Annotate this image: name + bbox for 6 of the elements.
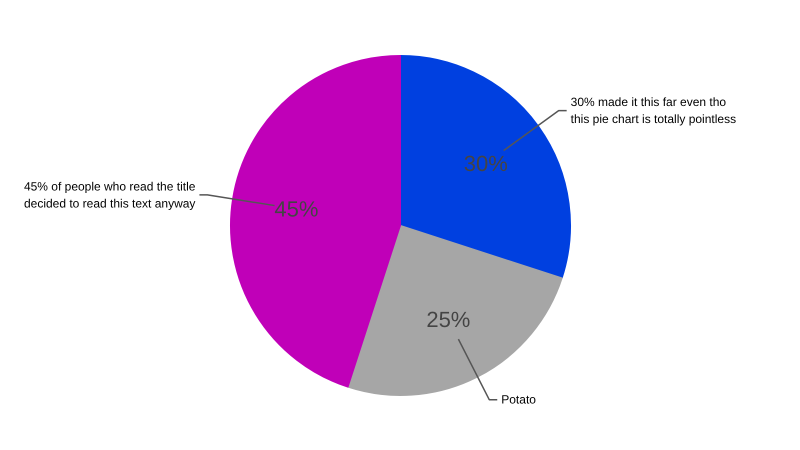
data-label: 30%	[464, 151, 508, 176]
slice-label: 30% made it this far even tho this pie chart is totally pointless	[570, 95, 736, 126]
slice-label: Potato	[501, 392, 536, 407]
slice-label: 45% of people who read the title decided to read this text anyway	[24, 180, 196, 210]
data-label: 25%	[426, 306, 470, 332]
data-label: 45%	[274, 196, 318, 222]
